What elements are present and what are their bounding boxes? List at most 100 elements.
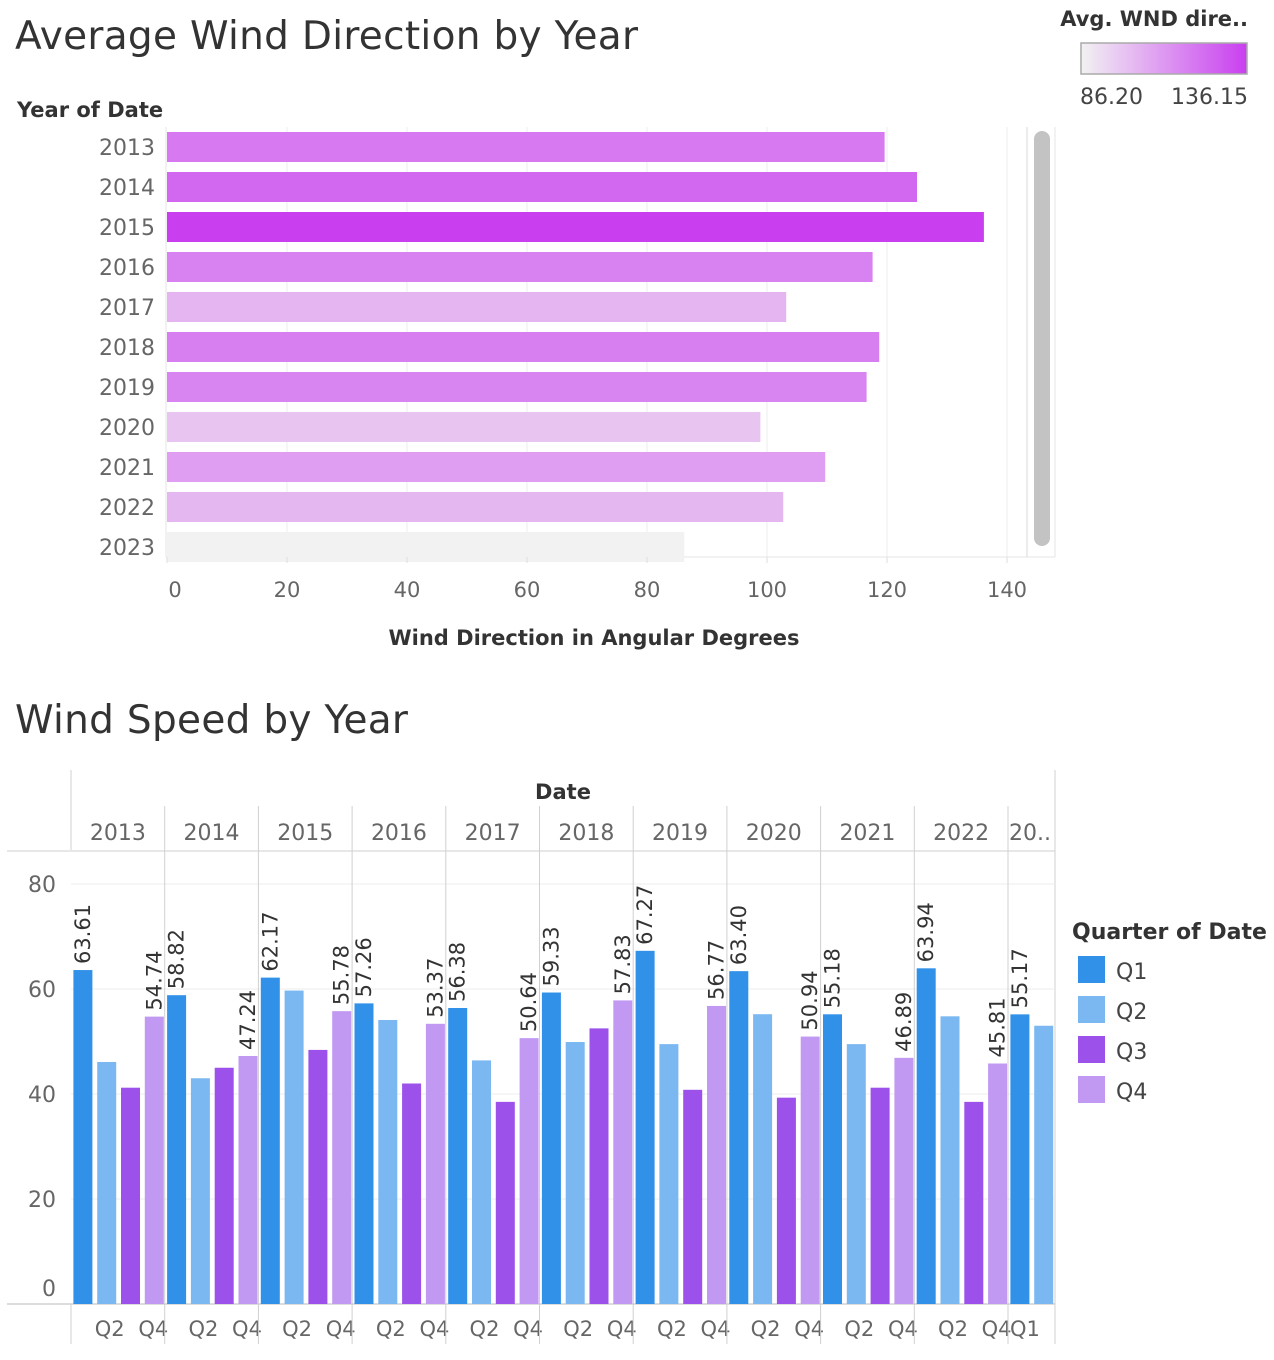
bar-value-label: 58.82 xyxy=(165,929,189,989)
y-tick-label: 0 xyxy=(42,1277,56,1302)
speed-bar-q3 xyxy=(214,1067,234,1304)
row-header-year-of-date: Year of Date xyxy=(16,98,163,122)
column-header-date: Date xyxy=(535,780,591,804)
year-header: 2013 xyxy=(90,821,146,846)
year-label: 2016 xyxy=(99,256,155,281)
speed-bar-q1 xyxy=(541,992,561,1304)
speed-bar-q2 xyxy=(472,1060,491,1304)
bar-value-label: 57.83 xyxy=(611,934,635,994)
x-tick-label: 60 xyxy=(514,578,541,602)
speed-bar-q3 xyxy=(402,1083,422,1304)
speed-bar-q3 xyxy=(589,1028,609,1304)
direction-bar xyxy=(167,412,761,442)
x-axis-title: Wind Direction in Angular Degrees xyxy=(389,626,800,650)
speed-bar-q1 xyxy=(260,977,280,1304)
direction-bar xyxy=(167,492,784,522)
bar-value-label: 55.18 xyxy=(821,948,845,1008)
chart-title-wind-direction: Average Wind Direction by Year xyxy=(15,14,639,59)
bar-value-label: 47.24 xyxy=(236,990,260,1050)
speed-bar-q1 xyxy=(354,1003,374,1304)
direction-bar xyxy=(167,132,885,162)
legend-swatch-q2 xyxy=(1078,996,1105,1023)
quarter-axis-label: Q2 xyxy=(563,1317,593,1341)
quarter-axis-label: Q4 xyxy=(982,1317,1012,1341)
quarter-axis-label: Q2 xyxy=(188,1317,218,1341)
speed-bar-q2 xyxy=(565,1042,585,1304)
speed-bar-q2 xyxy=(659,1044,679,1304)
wind-direction-bar-chart: Year of Date 2013 2014 2015 2016 2017 2018 2019… xyxy=(16,7,1248,650)
speed-bar-q4 xyxy=(519,1038,539,1304)
bar-value-label: 63.61 xyxy=(71,904,95,964)
year-header: 2017 xyxy=(465,821,521,846)
legend-swatch-q1 xyxy=(1078,956,1105,983)
x-tick-label: 80 xyxy=(634,578,661,602)
bar-value-label: 54.74 xyxy=(142,950,166,1010)
x-tick-label: 0 xyxy=(168,578,181,602)
speed-bar-q1 xyxy=(1010,1014,1030,1304)
year-label: 2017 xyxy=(99,296,155,321)
quarter-axis-label: Q4 xyxy=(888,1317,918,1341)
bar-value-label: 45.81 xyxy=(986,997,1010,1057)
quarter-axis-label: Q1 xyxy=(1010,1317,1040,1341)
direction-bar xyxy=(167,292,787,322)
quarter-axis-label: Q4 xyxy=(326,1317,356,1341)
speed-bar-q4 xyxy=(707,1005,726,1304)
year-label: 2021 xyxy=(99,456,155,481)
speed-bar-q3 xyxy=(776,1097,796,1304)
legend-title: Quarter of Date xyxy=(1072,920,1267,945)
x-tick-label: 100 xyxy=(747,578,787,602)
scrollbar-thumb xyxy=(1034,131,1050,546)
legend-label-q2: Q2 xyxy=(1116,1000,1147,1025)
speed-bar-q1 xyxy=(729,971,749,1304)
y-tick-label: 40 xyxy=(28,1083,56,1108)
bar-value-label: 50.94 xyxy=(798,970,822,1030)
y-tick-label: 20 xyxy=(28,1188,56,1213)
x-tick-label: 20 xyxy=(274,578,301,602)
speed-bar-q1 xyxy=(635,950,655,1304)
x-tick-label: 120 xyxy=(867,578,907,602)
bar-value-label: 55.17 xyxy=(1008,948,1032,1008)
year-header: 2014 xyxy=(184,821,240,846)
quarter-axis-label: Q2 xyxy=(751,1317,781,1341)
bar-value-label: 56.77 xyxy=(705,940,729,1000)
speed-bar-q3 xyxy=(964,1101,984,1304)
speed-bar-q4 xyxy=(613,1000,633,1304)
direction-bar xyxy=(167,252,873,282)
quarter-axis-label: Q2 xyxy=(95,1317,125,1341)
speed-bar-q4 xyxy=(800,1036,820,1304)
quarter-axis-label: Q4 xyxy=(607,1317,637,1341)
direction-bar xyxy=(167,212,984,242)
bar-value-label: 56.38 xyxy=(446,942,470,1002)
legend-label-q4: Q4 xyxy=(1116,1080,1147,1105)
speed-bar-q1 xyxy=(916,968,936,1304)
bar-value-label: 57.26 xyxy=(352,937,376,997)
speed-bar-q1 xyxy=(73,970,93,1304)
quarter-axis-label: Q2 xyxy=(376,1317,406,1341)
year-label: 2018 xyxy=(99,336,155,361)
speed-bar-q2 xyxy=(190,1078,210,1304)
speed-bar-q1 xyxy=(167,995,187,1304)
speed-bar-q1 xyxy=(448,1008,468,1304)
speed-gridlines xyxy=(71,883,1055,1200)
bar-value-label: 62.17 xyxy=(258,911,282,971)
speed-bar-q2 xyxy=(284,990,304,1304)
year-header: 2016 xyxy=(371,821,427,846)
bar-value-label: 67.27 xyxy=(633,885,657,945)
quarter-axis-label: Q4 xyxy=(419,1317,449,1341)
speed-bar-q2 xyxy=(846,1044,866,1304)
speed-bar-q2 xyxy=(378,1019,398,1304)
quarter-axis-label: Q2 xyxy=(844,1317,874,1341)
speed-bar-q4 xyxy=(238,1055,258,1304)
year-label: 2015 xyxy=(99,216,155,241)
x-tick-label: 40 xyxy=(394,578,421,602)
direction-bar xyxy=(167,172,917,202)
speed-bar-q3 xyxy=(870,1087,890,1304)
speed-bar-q4 xyxy=(144,1016,164,1304)
year-header: 2015 xyxy=(277,821,333,846)
speed-bar-q4 xyxy=(425,1023,445,1304)
bar-value-label: 46.89 xyxy=(892,992,916,1052)
x-tick-label: 140 xyxy=(987,578,1027,602)
quarter-axis-label: Q2 xyxy=(470,1317,500,1341)
year-header: 2020 xyxy=(746,821,802,846)
bar-value-label: 50.64 xyxy=(517,972,541,1032)
